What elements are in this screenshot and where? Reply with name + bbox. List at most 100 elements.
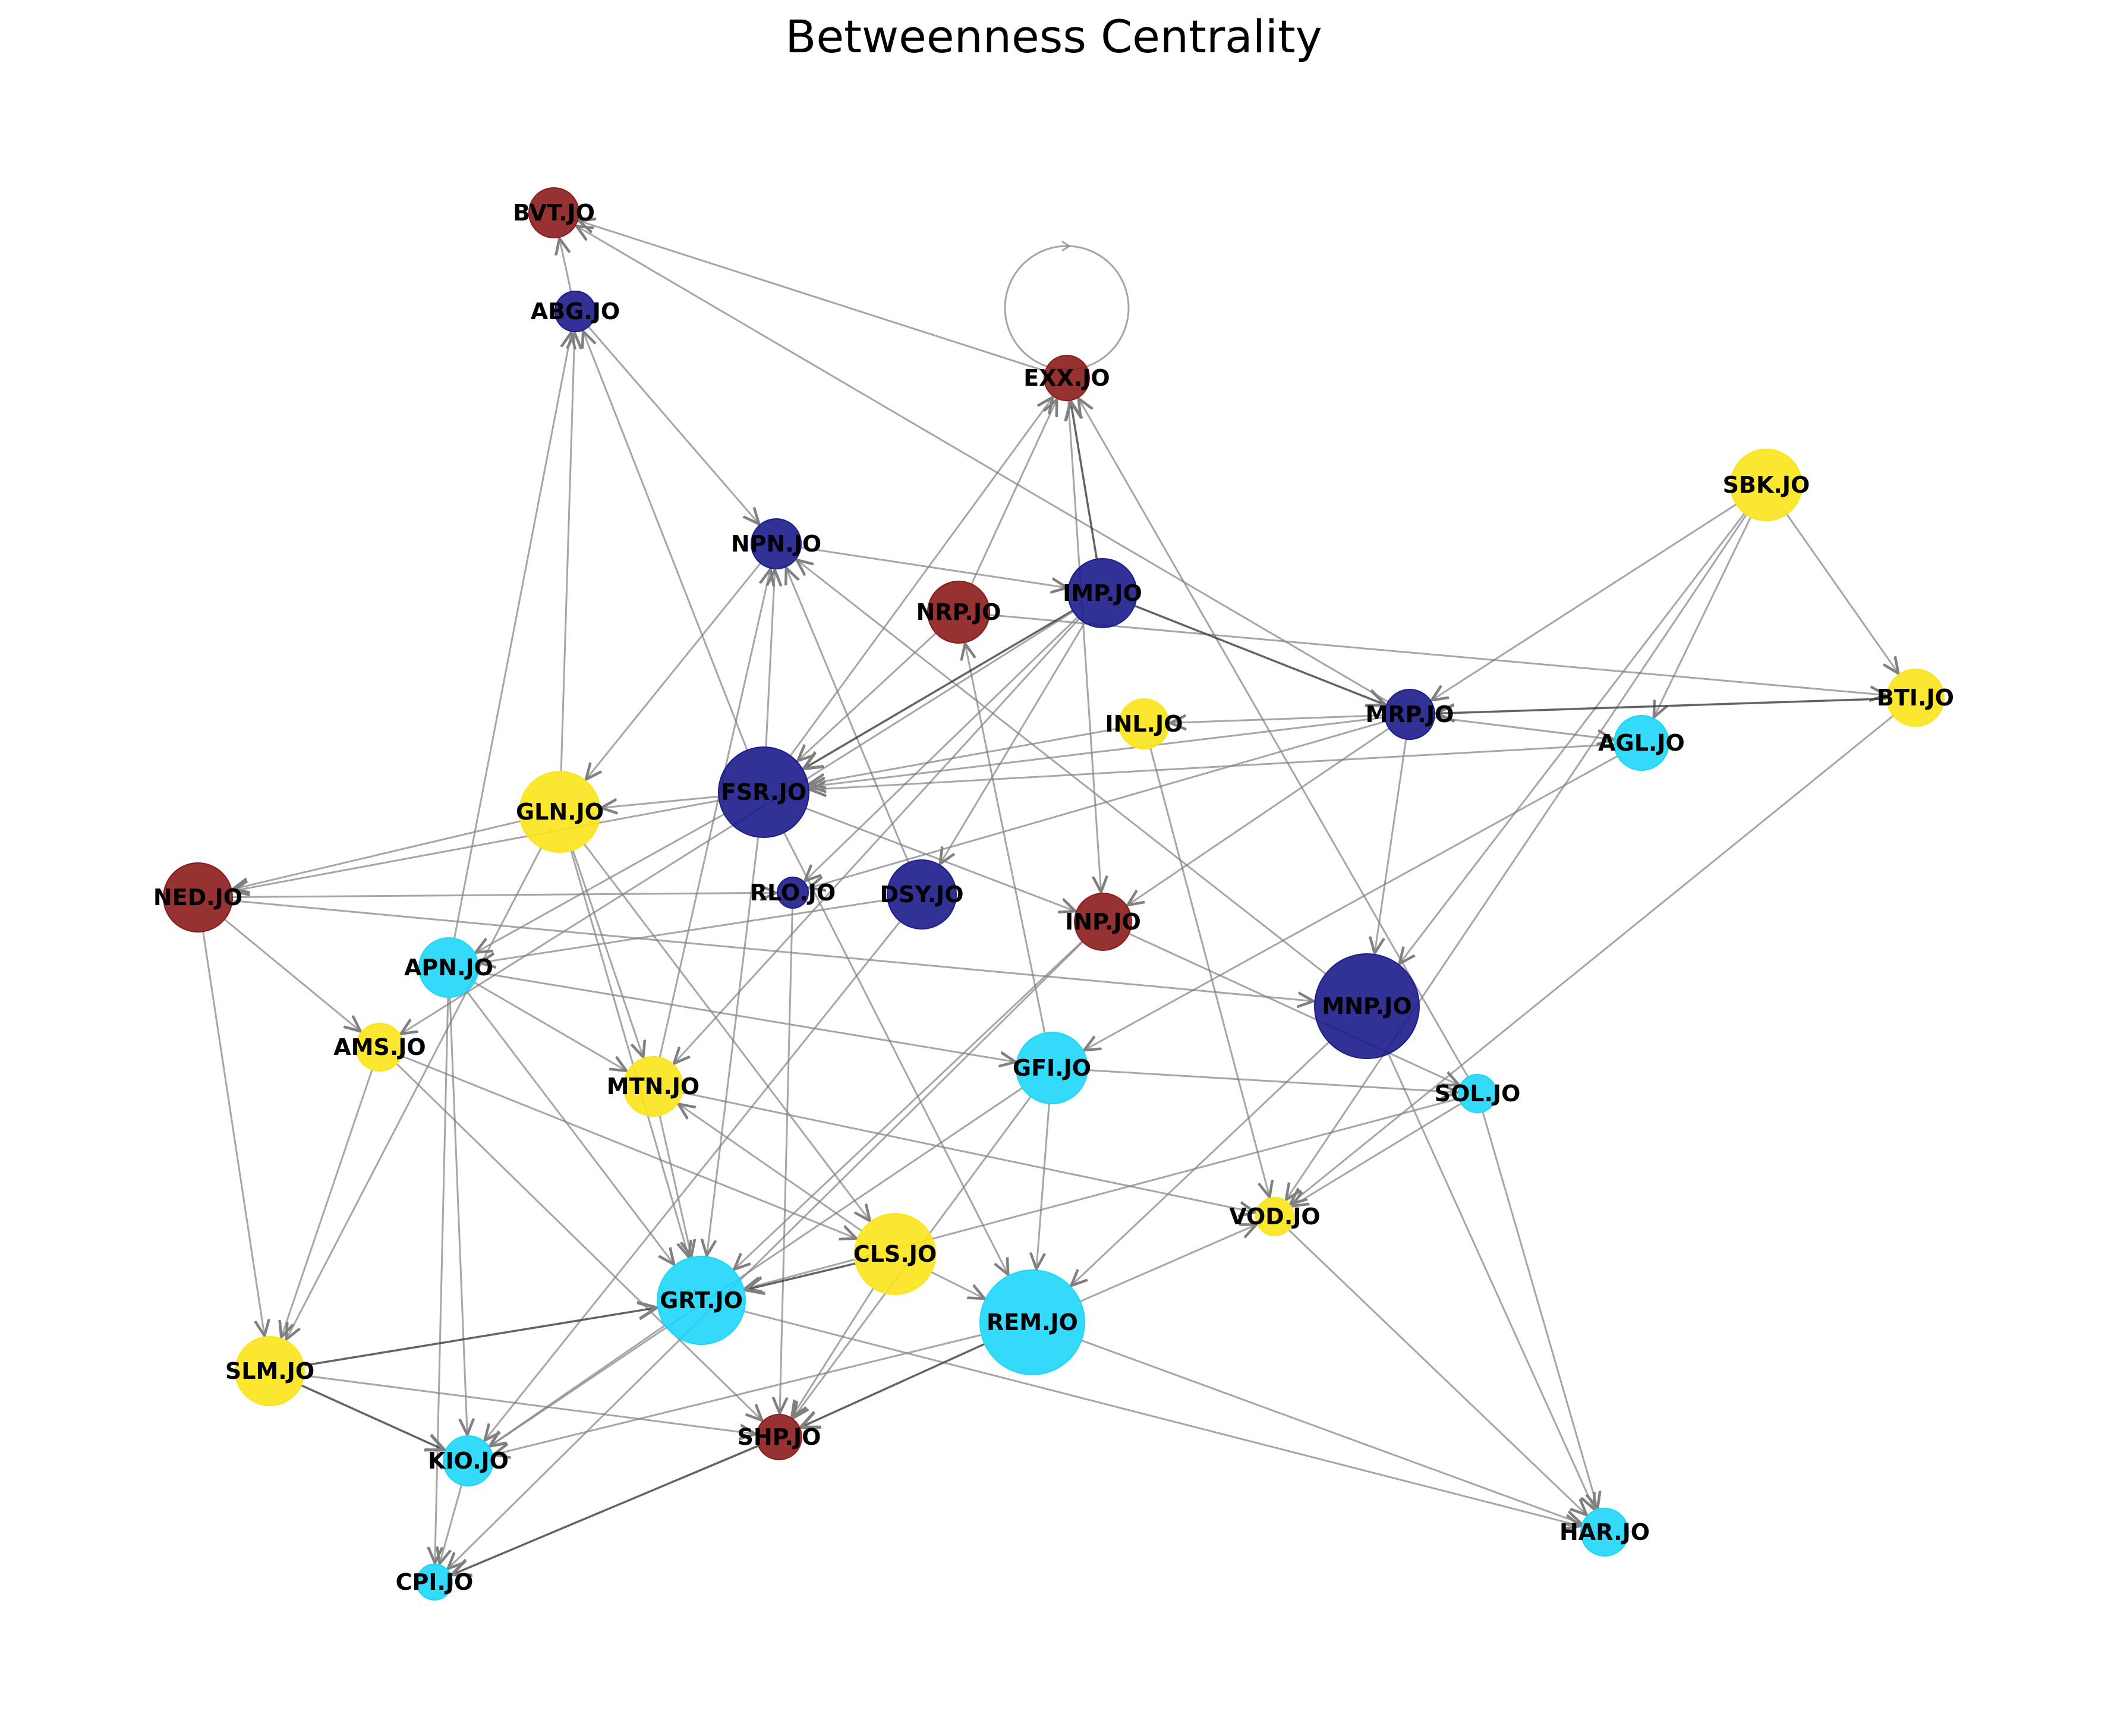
edge-gln-jo-to-ned-jo: [232, 820, 521, 890]
edge-imp-jo-to-fsr-jo: [804, 609, 1073, 768]
edge-ned-jo-to-slm-jo: [202, 931, 264, 1335]
node-nrp-jo[interactable]: [927, 581, 990, 644]
node-npn-jo[interactable]: [751, 518, 802, 569]
node-label-agl-jo: AGL.JO: [1598, 730, 1685, 756]
edge-fsr-jo-to-rem-jo: [783, 832, 1008, 1275]
edge-ned-jo-to-ams-jo: [223, 918, 361, 1031]
node-cpi-jo[interactable]: [416, 1564, 453, 1600]
edge-agl-jo-to-fsr-jo: [810, 743, 1615, 790]
node-rem-jo[interactable]: [979, 1269, 1085, 1375]
node-cls-jo[interactable]: [854, 1213, 936, 1295]
edge-mtn-jo-to-vod-jo: [682, 1091, 1255, 1212]
edge-exx-jo-to-bvt-jo: [579, 220, 1046, 372]
node-label-cls-jo: CLS.JO: [853, 1241, 937, 1267]
edge-bti-jo-to-vod-jo: [1290, 715, 1894, 1203]
edge-gln-jo-to-abg-jo: [560, 333, 575, 772]
node-bvt-jo[interactable]: [528, 187, 579, 238]
node-label-bti-jo: BTI.JO: [1877, 685, 1954, 711]
node-grt-jo[interactable]: [657, 1256, 746, 1345]
edge-rem-jo-to-kio-jo: [494, 1334, 982, 1455]
edge-mrp-jo-to-bvt-jo: [576, 226, 1389, 703]
edge-cls-jo-to-mtn-jo: [679, 1104, 862, 1232]
node-shp-jo[interactable]: [756, 1414, 802, 1460]
node-exx-jo[interactable]: [1044, 355, 1090, 401]
edge-bti-jo-to-mrp-jo: [1436, 697, 1888, 714]
edge-inl-jo-to-vod-jo: [1149, 748, 1270, 1198]
edge-apn-jo-to-grt-jo: [466, 990, 674, 1265]
edge-nrp-jo-to-bti-jo: [989, 614, 1886, 695]
edge-mrp-jo-to-rlo-jo: [809, 720, 1387, 889]
edge-gfi-jo-to-sol-jo: [1087, 1069, 1457, 1092]
edge-exx-jo-self-loop-arrowhead: [1061, 240, 1071, 252]
node-label-rem-jo: REM.JO: [987, 1309, 1078, 1335]
node-ams-jo[interactable]: [355, 1023, 404, 1072]
edge-fsr-jo-to-grt-jo: [707, 837, 760, 1255]
edge-slm-jo-to-grt-jo: [303, 1307, 657, 1367]
edge-fsr-jo-to-npn-jo: [765, 570, 775, 748]
edge-fsr-jo-to-gln-jo: [601, 795, 719, 808]
edge-imp-jo-to-mrp-jo: [1134, 604, 1385, 705]
node-gln-jo[interactable]: [519, 771, 601, 853]
node-inp-jo[interactable]: [1074, 893, 1132, 951]
edge-gln-jo-to-cls-jo: [583, 843, 870, 1221]
edge-slm-jo-to-kio-jo: [301, 1384, 445, 1450]
edge-imp-jo-to-exx-jo: [1071, 401, 1098, 560]
node-label-ned-jo: NED.JO: [153, 884, 242, 910]
node-rlo-jo[interactable]: [777, 877, 809, 909]
edge-sbk-jo-to-vod-jo: [1286, 513, 1747, 1200]
edge-mrp-jo-to-mnp-jo: [1375, 739, 1407, 953]
node-gfi-jo[interactable]: [1016, 1032, 1088, 1104]
edge-mrp-jo-to-agl-jo: [1434, 716, 1614, 739]
edge-grt-jo-to-har-jo: [743, 1310, 1581, 1526]
node-inl-jo[interactable]: [1118, 698, 1170, 749]
edge-imp-jo-to-mtn-jo: [674, 617, 1080, 1064]
node-label-kio-jo: KIO.JO: [428, 1448, 509, 1474]
node-fsr-jo[interactable]: [718, 746, 809, 838]
node-kio-jo[interactable]: [443, 1435, 494, 1486]
node-label-mrp-jo: MRP.JO: [1366, 701, 1454, 727]
node-label-har-jo: HAR.JO: [1559, 1519, 1650, 1545]
node-label-cpi-jo: CPI.JO: [396, 1569, 474, 1595]
edge-apn-jo-to-gfi-jo: [478, 971, 1016, 1062]
edge-gfi-jo-to-rem-jo: [1036, 1103, 1050, 1269]
edge-sbk-jo-to-agl-jo: [1654, 516, 1752, 717]
edge-abg-jo-to-npn-jo: [588, 326, 759, 524]
node-label-gfi-jo: GFI.JO: [1013, 1055, 1091, 1081]
node-bti-jo[interactable]: [1886, 669, 1945, 727]
node-mtn-jo[interactable]: [623, 1056, 683, 1117]
node-label-rlo-jo: RLO.JO: [750, 880, 836, 906]
edge-rlo-jo-to-shp-jo: [780, 908, 793, 1413]
edge-cls-jo-to-shp-jo: [792, 1287, 874, 1417]
edge-rem-jo-to-har-jo: [1081, 1339, 1581, 1523]
node-label-gln-jo: GLN.JO: [516, 799, 604, 825]
node-dsy-jo[interactable]: [887, 859, 957, 930]
edge-ams-jo-to-cls-jo: [401, 1055, 856, 1239]
node-mrp-jo[interactable]: [1384, 689, 1435, 740]
edge-fsr-jo-to-ned-jo: [233, 799, 720, 891]
edge-sol-jo-to-grt-jo: [745, 1097, 1460, 1288]
edge-gfi-jo-to-nrp-jo: [965, 644, 1046, 1034]
edge-mrp-jo-to-inl-jo: [1170, 716, 1385, 723]
edge-mtn-jo-to-npn-jo: [658, 569, 770, 1058]
edge-gln-jo-to-mtn-jo: [572, 849, 643, 1057]
node-mnp-jo[interactable]: [1314, 953, 1420, 1059]
edge-apn-jo-to-cpi-jo: [435, 997, 449, 1563]
node-sbk-jo[interactable]: [1730, 449, 1803, 521]
node-apn-jo[interactable]: [418, 937, 479, 998]
node-abg-jo[interactable]: [554, 291, 596, 332]
node-ned-jo[interactable]: [163, 862, 233, 932]
node-vod-jo[interactable]: [1255, 1197, 1294, 1236]
node-agl-jo[interactable]: [1614, 715, 1669, 771]
node-har-jo[interactable]: [1580, 1508, 1629, 1557]
node-label-vod-jo: VOD.JO: [1229, 1203, 1320, 1230]
edge-npn-jo-to-imp-jo: [801, 546, 1067, 588]
node-label-ams-jo: AMS.JO: [333, 1034, 426, 1060]
node-label-sol-jo: SOL.JO: [1435, 1080, 1521, 1107]
node-label-bvt-jo: BVT.JO: [513, 200, 595, 226]
chart-title: Betweenness Centrality: [785, 10, 1322, 63]
edge-exx-jo-self-loop: [1004, 245, 1130, 371]
node-imp-jo[interactable]: [1067, 558, 1137, 628]
node-sol-jo[interactable]: [1458, 1074, 1497, 1113]
edge-ams-jo-to-slm-jo: [281, 1069, 373, 1337]
node-slm-jo[interactable]: [235, 1336, 305, 1406]
